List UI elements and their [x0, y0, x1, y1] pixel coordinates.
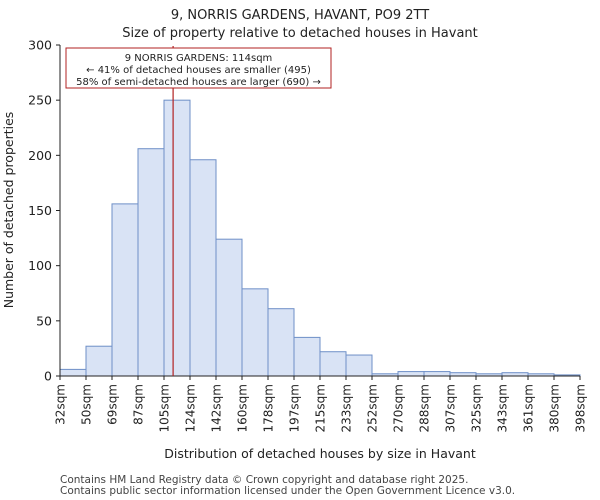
histogram-bar — [293, 336, 321, 377]
y-tick-label: 300 — [28, 38, 52, 53]
x-tick-label: 380sqm — [548, 384, 562, 432]
annotation-line1: 9 NORRIS GARDENS: 114sqm — [125, 53, 273, 64]
y-axis-label: Number of detached properties — [1, 112, 16, 309]
histogram-bar — [137, 148, 165, 377]
histogram-bar — [163, 99, 191, 377]
x-tick-label: 288sqm — [418, 384, 432, 432]
annotation-box — [65, 47, 332, 89]
x-tick-label: 325sqm — [470, 384, 484, 432]
y-tick-label: 50 — [36, 313, 52, 328]
histogram-bar — [345, 354, 373, 377]
y-tick-label: 0 — [44, 369, 52, 384]
histogram-bar — [319, 351, 347, 377]
y-tick-label: 200 — [28, 148, 52, 163]
x-tick-label: 178sqm — [262, 384, 276, 432]
y-tick-label: 250 — [28, 93, 52, 108]
y-tick-label: 150 — [28, 203, 52, 218]
x-tick-label: 361sqm — [522, 384, 536, 432]
x-tick-label: 252sqm — [366, 384, 380, 432]
x-tick-label: 398sqm — [574, 384, 588, 432]
x-tick-label: 215sqm — [314, 384, 328, 432]
x-tick-label: 142sqm — [210, 384, 224, 432]
x-tick-label: 50sqm — [80, 384, 94, 425]
histogram-bar — [215, 238, 243, 377]
histogram-bar — [85, 345, 113, 377]
annotation-line2: ← 41% of detached houses are smaller (49… — [86, 65, 311, 76]
histogram-bar — [267, 308, 295, 377]
chart-subtitle: Size of property relative to detached ho… — [122, 26, 478, 41]
histogram-bar — [111, 203, 139, 377]
x-tick-label: 197sqm — [288, 384, 302, 432]
histogram-bar — [423, 371, 451, 377]
histogram-bar — [241, 288, 269, 377]
x-tick-label: 160sqm — [236, 384, 250, 432]
x-tick-label: 124sqm — [184, 384, 198, 432]
footer-licence: Contains public sector information licen… — [60, 485, 516, 497]
annotation-line3: 58% of semi-detached houses are larger (… — [76, 77, 321, 88]
histogram-bar — [189, 159, 217, 377]
x-tick-label: 343sqm — [496, 384, 510, 432]
x-tick-label: 69sqm — [106, 384, 120, 425]
histogram-bar — [59, 368, 87, 377]
y-tick-label: 100 — [28, 258, 52, 273]
x-tick-label: 307sqm — [444, 384, 458, 432]
x-tick-label: 32sqm — [54, 384, 68, 425]
x-axis-label: Distribution of detached houses by size … — [164, 446, 476, 461]
chart-title: 9, NORRIS GARDENS, HAVANT, PO9 2TT — [170, 8, 430, 23]
x-tick-label: 270sqm — [392, 384, 406, 432]
histogram-bar — [397, 371, 425, 377]
x-tick-label: 87sqm — [132, 384, 146, 425]
x-tick-label: 233sqm — [340, 384, 354, 432]
x-tick-label: 105sqm — [158, 384, 172, 432]
footer-copyright: Contains HM Land Registry data © Crown c… — [60, 474, 469, 486]
